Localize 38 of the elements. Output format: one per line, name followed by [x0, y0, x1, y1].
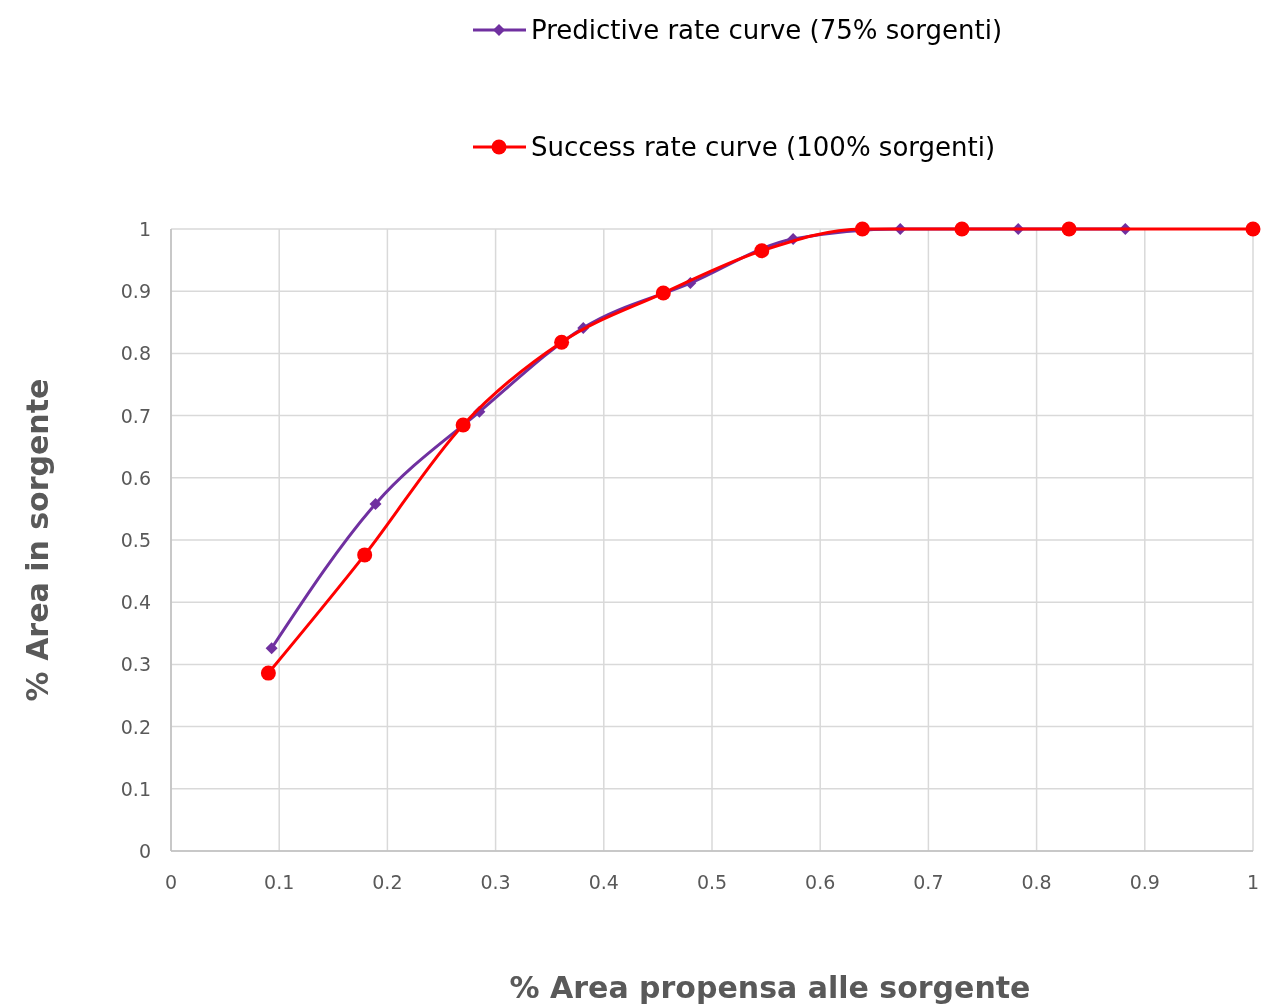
point [954, 221, 970, 237]
point [1245, 221, 1261, 237]
y-tick-label: 0.5 [120, 529, 151, 551]
y-tick-label: 0.2 [120, 715, 151, 738]
point [357, 547, 373, 563]
y-tick-label: 0 [138, 840, 151, 862]
point [369, 497, 382, 510]
y-tick-label: 0.7 [120, 404, 151, 427]
point [455, 417, 471, 433]
x-tick-label: 0.3 [480, 871, 511, 893]
x-tick-label: 0.8 [1021, 871, 1052, 893]
x-tick-label: 0.1 [264, 871, 295, 893]
y-axis-title: % Area in sorgente [20, 378, 55, 702]
legend-label: Success rate curve (100% sorgenti) [531, 132, 996, 162]
y-tick-label: 0.9 [120, 280, 151, 303]
point [754, 243, 770, 259]
y-tick-label: 0.8 [120, 342, 151, 365]
x-tick-label: 0.2 [372, 871, 403, 893]
point [854, 221, 870, 237]
x-tick-label: 0 [164, 871, 178, 893]
point [265, 642, 278, 655]
x-tick-label: 1 [1246, 871, 1260, 893]
x-tick-label: 0.5 [696, 871, 728, 893]
y-tick-label: 0.3 [120, 653, 151, 676]
point [260, 665, 276, 681]
x-tick-label: 0.6 [805, 871, 836, 893]
point [655, 285, 671, 301]
y-tick-label: 0.4 [120, 591, 151, 614]
point [554, 334, 570, 350]
x-tick-label: 0.4 [588, 871, 619, 893]
y-tick-label: 0.1 [120, 777, 151, 800]
legend-label: Predictive rate curve (75% sorgenti) [531, 15, 1003, 45]
y-tick-label: 0.6 [120, 466, 151, 489]
y-tick-label: 1 [138, 218, 151, 240]
x-tick-label: 0.7 [913, 871, 944, 893]
point [1061, 221, 1077, 237]
x-axis-title: % Area propensa alle sorgente [509, 970, 1031, 1005]
x-tick-label: 0.9 [1129, 871, 1160, 893]
